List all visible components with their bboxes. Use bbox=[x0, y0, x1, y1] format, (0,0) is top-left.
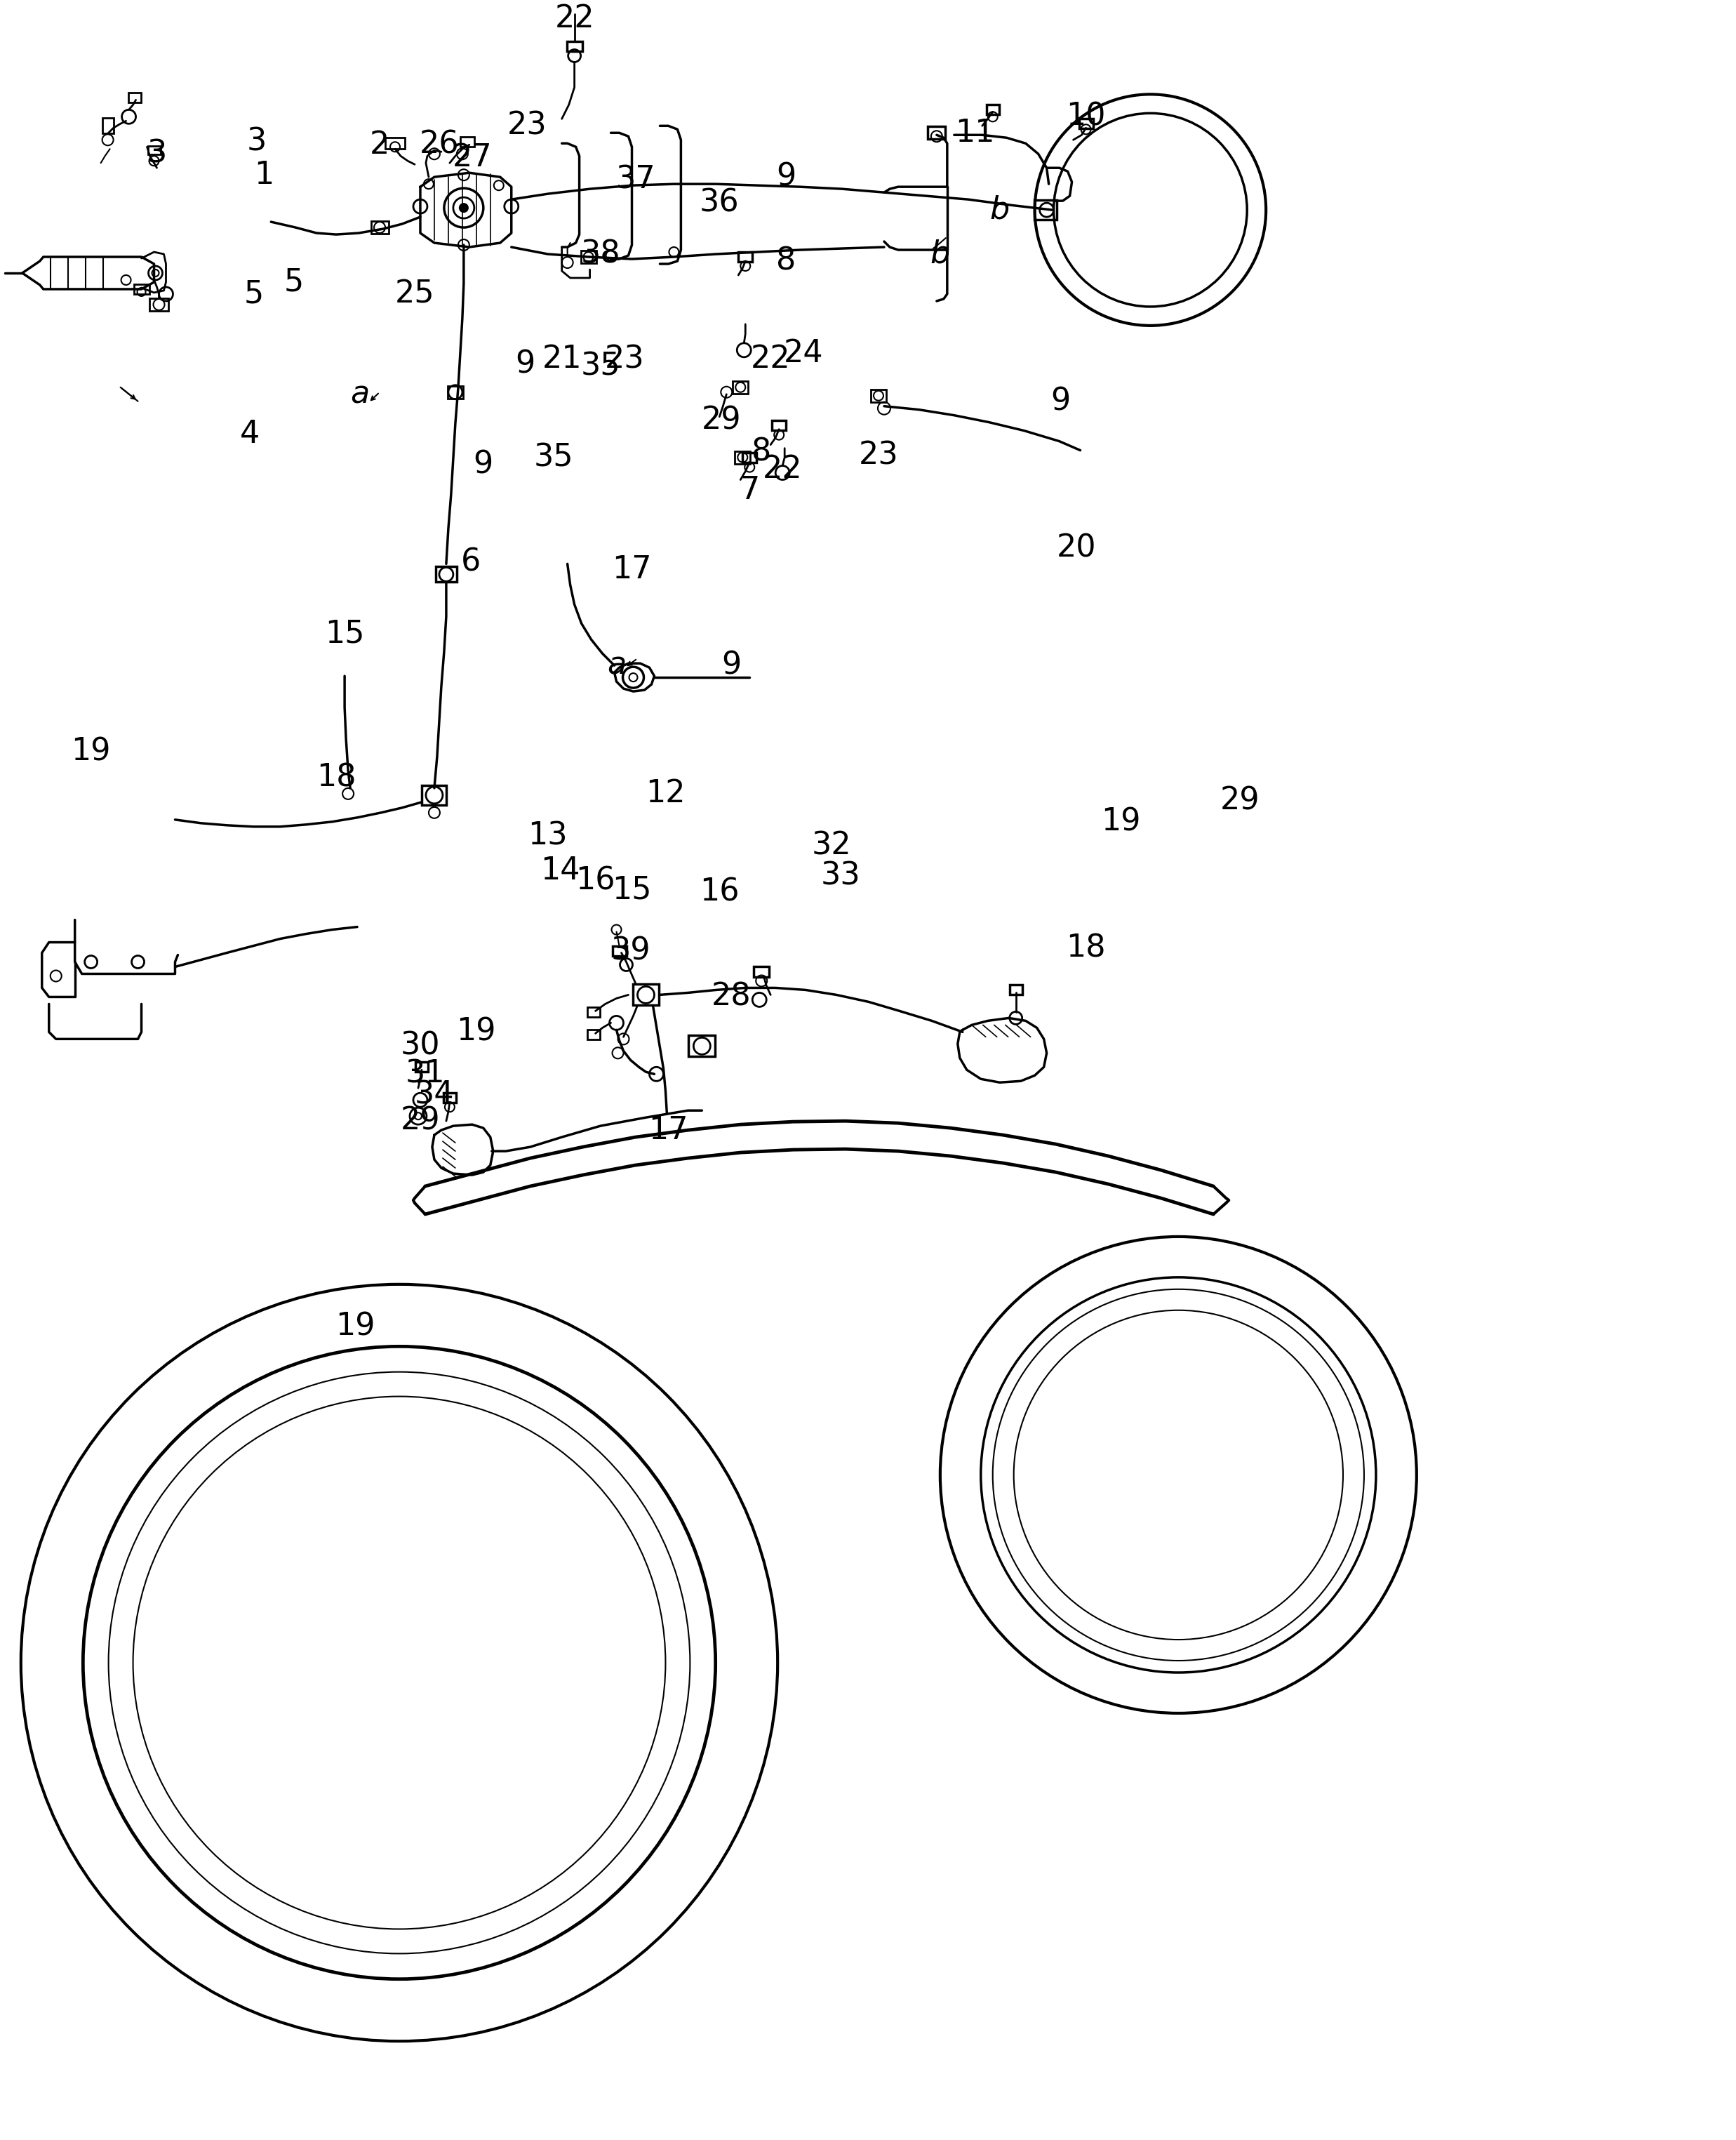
Text: 27: 27 bbox=[453, 141, 491, 173]
Text: 35: 35 bbox=[580, 351, 620, 381]
Text: 13: 13 bbox=[528, 820, 568, 852]
Text: 22: 22 bbox=[762, 454, 802, 484]
Text: 3: 3 bbox=[247, 126, 267, 156]
Text: 16: 16 bbox=[576, 865, 615, 897]
Text: 29: 29 bbox=[701, 404, 741, 434]
Bar bbox=[385, 137, 404, 150]
Text: 7: 7 bbox=[740, 475, 760, 505]
Text: 9: 9 bbox=[776, 163, 795, 193]
Text: 8: 8 bbox=[776, 246, 795, 276]
Text: 34: 34 bbox=[415, 1081, 455, 1111]
Text: 14: 14 bbox=[540, 856, 580, 886]
Text: 18: 18 bbox=[1066, 933, 1106, 963]
Bar bbox=[632, 984, 660, 1006]
Bar bbox=[443, 1094, 457, 1102]
Text: 23: 23 bbox=[604, 345, 644, 374]
Bar bbox=[448, 385, 464, 398]
Text: 9: 9 bbox=[1050, 385, 1071, 417]
Bar bbox=[743, 452, 757, 462]
Bar bbox=[148, 146, 160, 154]
Bar bbox=[422, 785, 446, 805]
Bar bbox=[1010, 984, 1023, 995]
Text: 21: 21 bbox=[542, 345, 582, 374]
Text: 39: 39 bbox=[611, 935, 651, 965]
Text: 20: 20 bbox=[1057, 533, 1097, 563]
Bar bbox=[1035, 201, 1057, 220]
Text: 32: 32 bbox=[812, 830, 851, 860]
Text: 3: 3 bbox=[148, 139, 167, 169]
Bar bbox=[128, 92, 141, 103]
Text: 28: 28 bbox=[712, 982, 752, 1012]
Text: 1: 1 bbox=[253, 160, 274, 190]
Text: 4: 4 bbox=[240, 419, 260, 449]
Bar bbox=[134, 285, 149, 293]
Bar bbox=[587, 1029, 599, 1040]
Text: 29: 29 bbox=[1220, 785, 1260, 815]
Bar bbox=[1078, 120, 1094, 128]
Bar bbox=[738, 253, 752, 261]
Bar bbox=[929, 126, 946, 139]
Text: 6: 6 bbox=[460, 548, 481, 578]
Text: 25: 25 bbox=[394, 278, 434, 308]
Text: 2: 2 bbox=[370, 131, 389, 160]
Text: 26: 26 bbox=[420, 131, 458, 160]
Bar bbox=[460, 137, 474, 148]
Text: 9: 9 bbox=[516, 349, 535, 379]
Text: 19: 19 bbox=[457, 1016, 496, 1046]
Bar bbox=[689, 1036, 715, 1057]
Text: 29: 29 bbox=[401, 1106, 441, 1136]
Text: 30: 30 bbox=[401, 1031, 441, 1061]
Text: 22: 22 bbox=[750, 345, 790, 374]
Text: a: a bbox=[608, 651, 627, 681]
Text: 15: 15 bbox=[325, 618, 365, 648]
Bar bbox=[102, 118, 113, 133]
Text: b: b bbox=[930, 240, 950, 270]
Bar bbox=[733, 381, 748, 394]
Bar bbox=[566, 43, 582, 51]
Text: 19: 19 bbox=[71, 736, 111, 766]
Text: 17: 17 bbox=[613, 554, 651, 584]
Text: 19: 19 bbox=[1101, 807, 1141, 837]
Text: 5: 5 bbox=[243, 278, 264, 308]
Text: 22: 22 bbox=[554, 4, 594, 34]
Text: 37: 37 bbox=[616, 165, 654, 195]
Text: 23: 23 bbox=[507, 111, 547, 141]
Text: 9: 9 bbox=[474, 449, 493, 479]
Bar bbox=[773, 419, 786, 430]
Bar bbox=[372, 220, 389, 233]
Text: 8: 8 bbox=[752, 437, 771, 467]
Bar bbox=[582, 250, 595, 263]
Bar bbox=[149, 297, 168, 310]
Text: 19: 19 bbox=[335, 1312, 375, 1342]
Bar bbox=[871, 389, 885, 402]
Bar bbox=[415, 1061, 429, 1072]
Text: a: a bbox=[351, 379, 370, 409]
Text: 12: 12 bbox=[646, 779, 686, 809]
Bar bbox=[613, 946, 627, 957]
Text: 17: 17 bbox=[649, 1115, 687, 1145]
Circle shape bbox=[460, 203, 469, 212]
Bar bbox=[587, 1008, 599, 1016]
Text: 23: 23 bbox=[859, 441, 899, 471]
Text: 16: 16 bbox=[700, 877, 740, 907]
Text: 9: 9 bbox=[722, 651, 741, 681]
Bar bbox=[986, 105, 998, 116]
Text: b: b bbox=[990, 195, 1010, 225]
Text: 24: 24 bbox=[783, 338, 823, 368]
Text: 36: 36 bbox=[700, 188, 740, 218]
Text: 15: 15 bbox=[613, 875, 651, 905]
Text: 5: 5 bbox=[285, 268, 304, 297]
Text: 10: 10 bbox=[1066, 101, 1106, 133]
Text: 38: 38 bbox=[580, 240, 620, 270]
Text: 33: 33 bbox=[821, 860, 861, 890]
Text: 18: 18 bbox=[316, 762, 356, 792]
Text: 11: 11 bbox=[955, 118, 995, 148]
Bar bbox=[753, 965, 769, 978]
Bar bbox=[436, 567, 457, 582]
Text: 31: 31 bbox=[404, 1059, 444, 1089]
Text: 35: 35 bbox=[533, 443, 573, 473]
Bar bbox=[734, 452, 750, 464]
